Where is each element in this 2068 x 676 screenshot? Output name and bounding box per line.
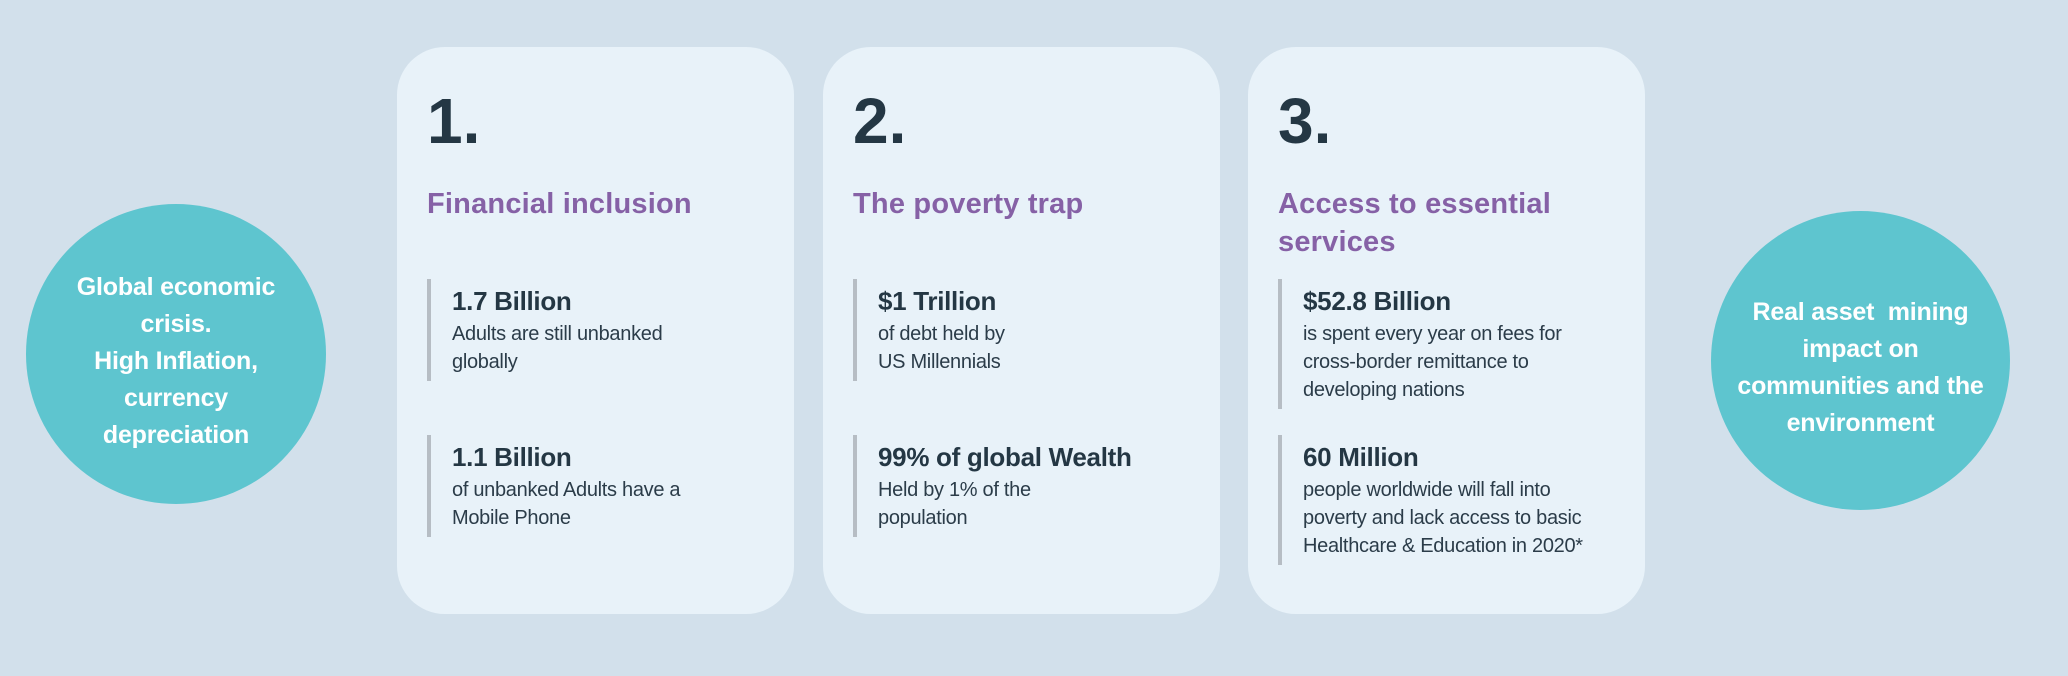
stat-value: 1.7 Billion — [452, 286, 572, 316]
stat-description: Held by 1% of the population — [878, 479, 1031, 529]
global-crisis-bubble: Global economic crisis. High Inflation, … — [26, 204, 326, 504]
stat-description: of unbanked Adults have a Mobile Phone — [452, 479, 681, 529]
card-title: The poverty trap — [853, 188, 1084, 220]
stat-description: is spent every year on fees for cross-bo… — [1303, 323, 1562, 401]
card-number: 3. — [1278, 85, 1332, 157]
card-number: 1. — [427, 85, 481, 157]
card-title: Access to essential services — [1278, 188, 1551, 258]
stat-slot: $1 Trillion of debt held by US Millennia… — [853, 279, 1196, 435]
card-title: Financial inclusion — [427, 188, 692, 220]
stat-unbanked-adults: 1.7 Billion Adults are still unbanked gl… — [427, 279, 770, 381]
stat-slot: 1.7 Billion Adults are still unbanked gl… — [427, 279, 770, 435]
stat-description: of debt held by US Millennials — [878, 323, 1005, 373]
card-access-essential-services: 3. Access to essential services $52.8 Bi… — [1248, 47, 1645, 614]
stat-value: 1.1 Billion — [452, 442, 572, 472]
card-financial-inclusion: 1. Financial inclusion 1.7 Billion Adult… — [397, 47, 794, 614]
mining-impact-bubble: Real asset mining impact on communities … — [1711, 211, 2010, 510]
card-number: 2. — [853, 85, 907, 157]
stat-value: $1 Trillion — [878, 286, 997, 316]
mining-impact-bubble-text: Real asset mining impact on communities … — [1737, 297, 1984, 437]
global-crisis-bubble-text: Global economic crisis. High Inflation, … — [76, 272, 276, 449]
stat-poverty-forecast: 60 Million people worldwide will fall in… — [1278, 435, 1621, 565]
stat-slot: 1.1 Billion of unbanked Adults have a Mo… — [427, 435, 770, 591]
stat-slot: 60 Million people worldwide will fall in… — [1278, 435, 1621, 591]
stat-description: Adults are still unbanked globally — [452, 323, 663, 373]
stat-mobile-phone: 1.1 Billion of unbanked Adults have a Mo… — [427, 435, 770, 537]
stat-slot: $52.8 Billion is spent every year on fee… — [1278, 279, 1621, 435]
card-poverty-trap: 2. The poverty trap $1 Trillion of debt … — [823, 47, 1220, 614]
stat-slot: 99% of global Wealth Held by 1% of the p… — [853, 435, 1196, 591]
stat-value: 60 Million — [1303, 442, 1419, 472]
stat-remittance-fees: $52.8 Billion is spent every year on fee… — [1278, 279, 1621, 409]
stat-description: people worldwide will fall into poverty … — [1303, 479, 1583, 557]
stat-value: 99% of global Wealth — [878, 442, 1132, 472]
stat-millennial-debt: $1 Trillion of debt held by US Millennia… — [853, 279, 1196, 381]
stat-wealth-concentration: 99% of global Wealth Held by 1% of the p… — [853, 435, 1196, 537]
stat-value: $52.8 Billion — [1303, 286, 1451, 316]
